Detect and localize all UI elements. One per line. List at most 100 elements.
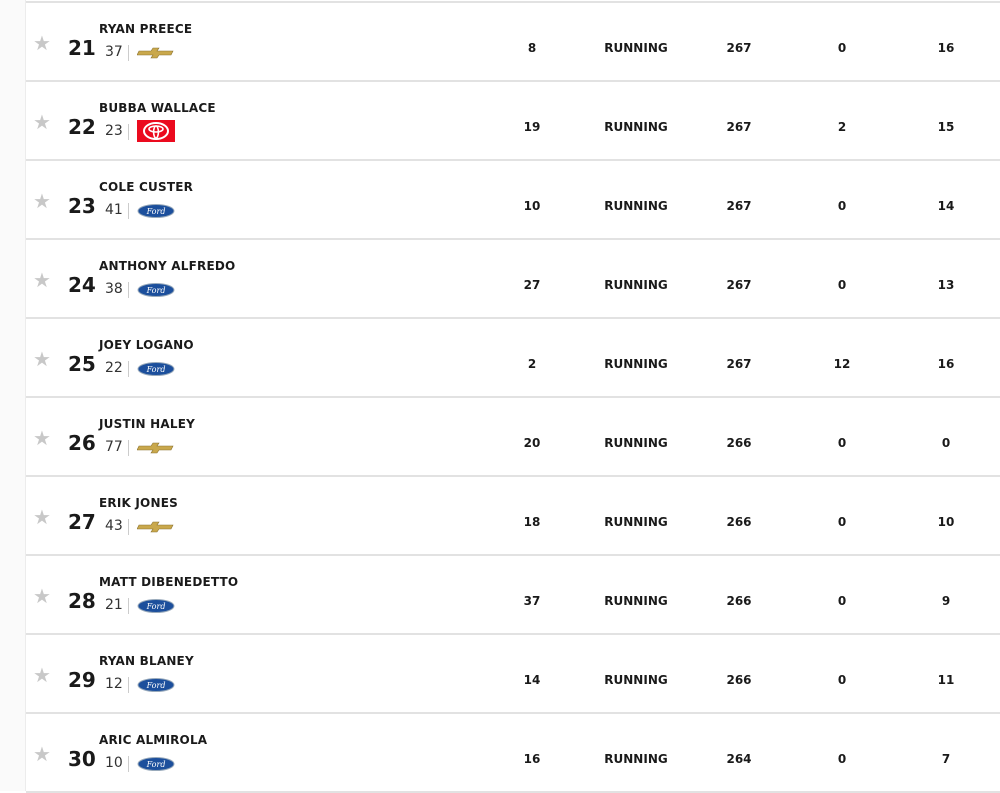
points-cell: 16 [937, 41, 955, 55]
ford-logo-icon: Ford [137, 756, 175, 772]
finish-position: 28 [68, 589, 96, 613]
laps-cell: 266 [726, 436, 752, 450]
divider [128, 440, 129, 456]
divider [128, 203, 129, 219]
start-cell: 14 [523, 673, 541, 687]
finish-position: 25 [68, 352, 96, 376]
status-cell: RUNNING [604, 515, 668, 529]
car-number: 77 [105, 439, 123, 455]
svg-text:Ford: Ford [146, 681, 166, 690]
svg-text:Ford: Ford [146, 365, 166, 374]
divider [128, 677, 129, 693]
laps-cell: 264 [726, 752, 752, 766]
laps-cell: 267 [726, 278, 752, 292]
table-row: ★ 26 JUSTIN HALEY 77 20 RUNNING 266 0 0 [26, 396, 1000, 475]
favorite-star-icon[interactable]: ★ [33, 505, 51, 529]
favorite-star-icon[interactable]: ★ [33, 189, 51, 213]
divider [128, 282, 129, 298]
finish-position: 29 [68, 668, 96, 692]
car-number: 23 [105, 123, 123, 139]
driver-name[interactable]: RYAN PREECE [99, 22, 193, 36]
start-cell: 20 [523, 436, 541, 450]
driver-name[interactable]: ERIK JONES [99, 496, 178, 510]
start-cell: 8 [527, 41, 537, 55]
ford-logo-icon: Ford [137, 203, 175, 219]
svg-text:Ford: Ford [146, 286, 166, 295]
car-number: 43 [105, 518, 123, 534]
divider [128, 598, 129, 614]
favorite-star-icon[interactable]: ★ [33, 663, 51, 687]
ford-logo-icon: Ford [137, 282, 175, 298]
toyota-logo-icon [137, 120, 175, 142]
led-cell: 0 [837, 673, 847, 687]
points-cell: 10 [937, 515, 955, 529]
led-cell: 0 [837, 594, 847, 608]
driver-name[interactable]: JOEY LOGANO [99, 338, 194, 352]
svg-text:Ford: Ford [146, 760, 166, 769]
ford-logo-icon: Ford [137, 361, 175, 377]
table-row: ★ 23 COLE CUSTER 41 Ford 10 RUNNING 267 0 14 [26, 159, 1000, 238]
start-cell: 27 [523, 278, 541, 292]
car-number: 38 [105, 281, 123, 297]
divider [128, 756, 129, 772]
led-cell: 0 [837, 41, 847, 55]
status-cell: RUNNING [604, 357, 668, 371]
favorite-star-icon[interactable]: ★ [33, 347, 51, 371]
status-cell: RUNNING [604, 199, 668, 213]
points-cell: 9 [941, 594, 951, 608]
table-row: ★ 25 JOEY LOGANO 22 Ford 2 RUNNING 267 12 16 [26, 317, 1000, 396]
finish-position: 30 [68, 747, 96, 771]
chevrolet-logo-icon [136, 519, 175, 535]
start-cell: 10 [523, 199, 541, 213]
car-number: 21 [105, 597, 123, 613]
chevrolet-logo-icon [136, 440, 175, 456]
laps-cell: 266 [726, 515, 752, 529]
driver-name[interactable]: RYAN BLANEY [99, 654, 194, 668]
led-cell: 0 [837, 515, 847, 529]
finish-position: 24 [68, 273, 96, 297]
finish-position: 26 [68, 431, 96, 455]
led-cell: 2 [837, 120, 847, 134]
ford-logo-icon: Ford [137, 598, 175, 614]
driver-name[interactable]: ANTHONY ALFREDO [99, 259, 236, 273]
driver-name[interactable]: MATT DIBENEDETTO [99, 575, 239, 589]
divider [128, 45, 129, 61]
finish-position: 27 [68, 510, 96, 534]
driver-name[interactable]: COLE CUSTER [99, 180, 194, 194]
finish-position: 22 [68, 115, 96, 139]
start-cell: 37 [523, 594, 541, 608]
favorite-star-icon[interactable]: ★ [33, 584, 51, 608]
favorite-star-icon[interactable]: ★ [33, 426, 51, 450]
favorite-star-icon[interactable]: ★ [33, 31, 51, 55]
points-cell: 0 [941, 436, 951, 450]
status-cell: RUNNING [604, 41, 668, 55]
led-cell: 0 [837, 199, 847, 213]
laps-cell: 267 [726, 41, 752, 55]
laps-cell: 267 [726, 120, 752, 134]
svg-text:Ford: Ford [146, 602, 166, 611]
table-row: ★ 28 MATT DIBENEDETTO 21 Ford 37 RUNNING 26… [26, 554, 1000, 633]
car-number: 10 [105, 755, 123, 771]
laps-cell: 267 [726, 357, 752, 371]
driver-name[interactable]: ARIC ALMIROLA [99, 733, 208, 747]
favorite-star-icon[interactable]: ★ [33, 742, 51, 766]
laps-cell: 266 [726, 673, 752, 687]
points-cell: 16 [937, 357, 955, 371]
points-cell: 13 [937, 278, 955, 292]
divider [128, 361, 129, 377]
start-cell: 16 [523, 752, 541, 766]
driver-name[interactable]: BUBBA WALLACE [99, 101, 216, 115]
favorite-star-icon[interactable]: ★ [33, 268, 51, 292]
laps-cell: 266 [726, 594, 752, 608]
points-cell: 14 [937, 199, 955, 213]
favorite-star-icon[interactable]: ★ [33, 110, 51, 134]
driver-name[interactable]: JUSTIN HALEY [99, 417, 195, 431]
table-row: ★ 29 RYAN BLANEY 12 Ford 14 RUNNING 266 0 11 [26, 633, 1000, 712]
led-cell: 0 [837, 436, 847, 450]
ford-logo-icon: Ford [137, 677, 175, 693]
svg-text:Ford: Ford [146, 207, 166, 216]
table-row: ★ 21 RYAN PREECE 37 8 RUNNING 267 0 16 [26, 1, 1000, 80]
points-cell: 15 [937, 120, 955, 134]
start-cell: 19 [523, 120, 541, 134]
status-cell: RUNNING [604, 120, 668, 134]
